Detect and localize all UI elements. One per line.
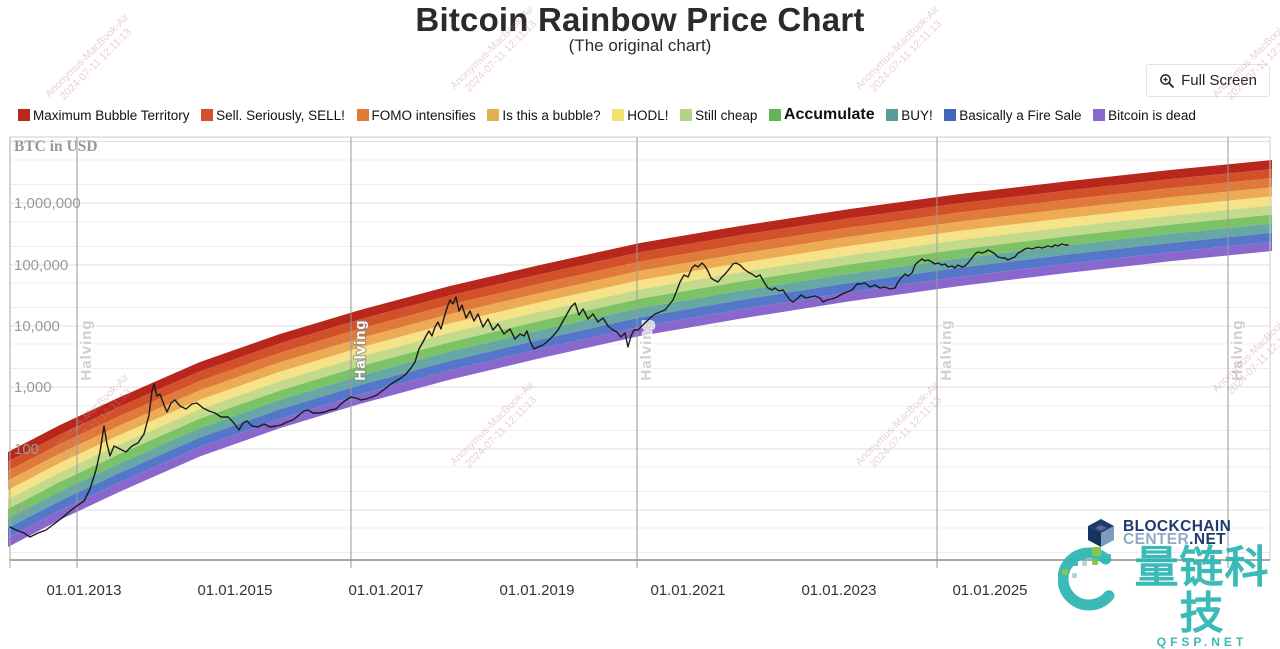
legend-item-1[interactable]: Sell. Seriously, SELL! xyxy=(201,108,345,123)
legend-swatch xyxy=(18,109,30,121)
halving-label-2: Halving xyxy=(638,319,655,380)
legend-swatch xyxy=(201,109,214,121)
legend-label: Basically a Fire Sale xyxy=(959,107,1082,123)
halving-label-1: Halving xyxy=(352,319,369,380)
legend-label: Still cheap xyxy=(695,107,758,123)
svg-text:1,000,000: 1,000,000 xyxy=(14,195,81,212)
x-axis-labels: 01.01.2013 01.01.2015 01.01.2017 01.01.2019… xyxy=(46,582,1027,599)
legend-swatch xyxy=(768,109,781,121)
qfsp-name: 量链科技 xyxy=(1134,543,1270,638)
page-subtitle: (The original chart) xyxy=(568,36,712,55)
page-title: Bitcoin Rainbow Price Chart xyxy=(415,1,865,38)
halving-lines: Halving Halving Halving Halving Halving xyxy=(76,137,1247,568)
legend-swatch xyxy=(886,109,899,121)
plot-borders xyxy=(9,136,1271,568)
legend-swatch xyxy=(487,109,500,121)
fullscreen-button[interactable]: Full Screen xyxy=(1146,64,1270,97)
legend-item-9[interactable]: Bitcoin is dead xyxy=(1093,108,1196,123)
legend-item-7[interactable]: BUY! xyxy=(886,108,933,123)
svg-text:01.01.2023: 01.01.2023 xyxy=(801,582,876,599)
legend-swatch xyxy=(944,109,957,121)
legend-swatch xyxy=(356,109,369,121)
svg-text:01.01.2021: 01.01.2021 xyxy=(650,582,725,599)
halving-label-0: Halving xyxy=(78,319,95,380)
svg-text:01.01.2025: 01.01.2025 xyxy=(952,582,1027,599)
svg-text:100,000: 100,000 xyxy=(14,257,68,274)
svg-text:01.01.2015: 01.01.2015 xyxy=(197,582,272,599)
halving-label-3: Halving xyxy=(938,319,955,380)
legend-item-6[interactable]: Accumulate xyxy=(768,106,875,124)
legend-swatch xyxy=(1093,109,1106,121)
rainbow-chart: 1,000,000 100,000 10,000 1,000 100 10 BTC in U… xyxy=(8,136,1272,599)
legend-item-3[interactable]: Is this a bubble? xyxy=(487,107,601,123)
legend-label: Accumulate xyxy=(783,106,875,123)
chart-legend: Maximum Bubble Territory Sell. Seriously,… xyxy=(18,106,1196,124)
blockchaincenter-name: BLOCKCHAIN xyxy=(1123,518,1232,535)
legend-label: HODL! xyxy=(627,107,669,123)
blockchaincenter-cube-icon xyxy=(1086,518,1116,548)
legend-swatch xyxy=(612,109,625,121)
svg-text:01.01.2013: 01.01.2013 xyxy=(46,582,121,599)
legend-item-4[interactable]: HODL! xyxy=(612,107,669,123)
svg-text:100: 100 xyxy=(14,441,39,458)
svg-text:1,000: 1,000 xyxy=(14,379,52,396)
qfsp-circle-icon xyxy=(1058,545,1120,614)
legend-label: FOMO intensifies xyxy=(371,107,476,123)
y-axis-title: BTC in USD xyxy=(14,138,98,155)
qfsp-site: QFSP.NET xyxy=(1156,635,1248,649)
blockchaincenter-logo: BLOCKCHAIN CENTER.NET xyxy=(1086,518,1231,548)
svg-text:10,000: 10,000 xyxy=(14,318,60,335)
legend-swatch xyxy=(680,109,693,121)
legend-label: Bitcoin is dead xyxy=(1108,107,1196,123)
qfsp-watermark-logo: 量链科技 QFSP.NET xyxy=(1058,545,1280,649)
fullscreen-label: Full Screen xyxy=(1181,72,1257,89)
legend-item-2[interactable]: FOMO intensifies xyxy=(356,107,476,123)
svg-text:01.01.2017: 01.01.2017 xyxy=(348,582,423,599)
legend-label: Maximum Bubble Territory xyxy=(33,107,190,123)
zoom-in-icon xyxy=(1159,73,1175,89)
halving-label-4: Halving xyxy=(1229,319,1246,380)
svg-text:10: 10 xyxy=(14,502,31,519)
blockchaincenter-domain: CENTER.NET xyxy=(1123,531,1227,548)
legend-label: Sell. Seriously, SELL! xyxy=(216,107,345,123)
legend-label: Is this a bubble? xyxy=(502,107,601,123)
legend-item-5[interactable]: Still cheap xyxy=(680,108,757,123)
legend-item-0[interactable]: Maximum Bubble Territory xyxy=(18,108,190,123)
svg-text:01.01.2019: 01.01.2019 xyxy=(499,582,574,599)
legend-item-8[interactable]: Basically a Fire Sale xyxy=(944,107,1082,123)
btc-price-line xyxy=(9,243,1069,538)
legend-label: BUY! xyxy=(901,107,933,123)
